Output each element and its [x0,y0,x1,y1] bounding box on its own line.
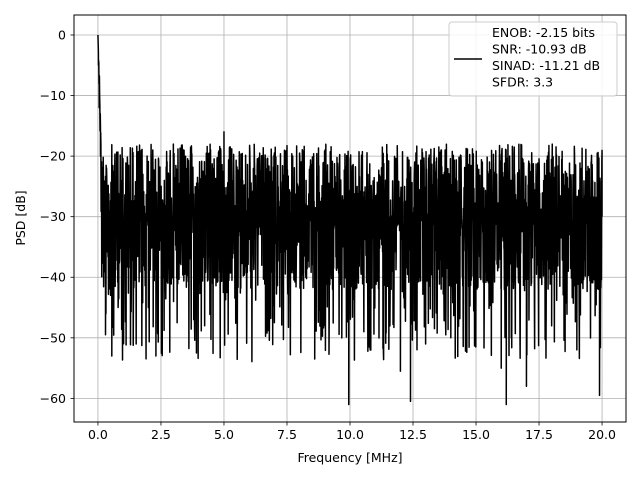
y-tick-label: −60 [40,391,66,406]
y-tick-label: −40 [40,270,66,285]
legend-entry-line: ENOB: -2.15 bits [492,25,595,40]
x-axis: 0.0 2.5 5.0 7.5 10.0 12.5 15.0 17.5 20.0 [88,422,616,442]
x-tick-label: 0.0 [88,427,108,442]
y-tick-label: −10 [40,88,66,103]
x-tick-label: 12.5 [399,427,427,442]
y-tick-label: −50 [40,330,66,345]
y-tick-label: −30 [40,209,66,224]
x-tick-label: 15.0 [462,427,490,442]
y-axis: 0 −10 −20 −30 −40 −50 −60 [40,27,74,406]
x-axis-label: Frequency [MHz] [297,450,402,465]
legend-entry-line: SNR: -10.93 dB [492,42,587,57]
y-tick-label: −20 [40,149,66,164]
psd-series-line [97,34,603,406]
x-tick-label: 20.0 [588,427,616,442]
x-tick-label: 10.0 [336,427,364,442]
legend-box [448,21,618,97]
x-tick-label: 2.5 [151,427,171,442]
y-tick-label: 0 [58,27,66,42]
legend-entry-line: SFDR: 3.3 [492,75,553,90]
x-tick-label: 7.5 [277,427,297,442]
series-layer [97,34,603,406]
x-tick-label: 5.0 [214,427,234,442]
x-tick-label: 17.5 [525,427,553,442]
legend-entry-line: SINAD: -11.21 dB [492,58,600,73]
y-axis-label: PSD [dB] [13,190,28,245]
